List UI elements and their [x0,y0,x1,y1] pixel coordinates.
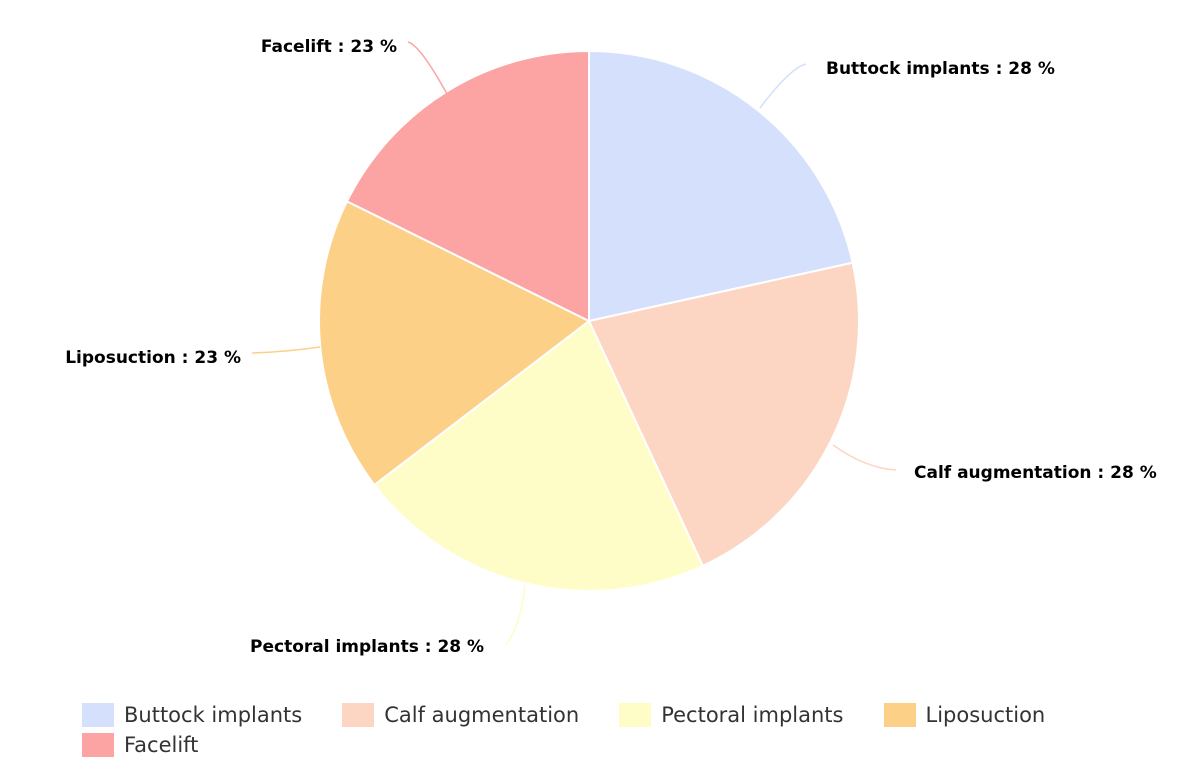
legend-label: Buttock implants [124,703,303,727]
legend-item[interactable]: Pectoral implants [619,700,844,730]
legend-swatch [342,703,375,727]
legend-item[interactable]: Liposuction [883,700,1046,730]
leader-line [504,584,526,646]
leader-line [407,41,448,95]
legend-swatch [82,703,114,727]
legend-label: Pectoral implants [661,703,844,727]
data-label: Calf augmentation : 28 % [914,463,1157,483]
data-label: Liposuction : 23 % [65,348,241,368]
pie-slice-buttock-implants[interactable] [588,49,854,323]
legend-label: Liposuction [925,703,1046,727]
leader-line [759,63,807,109]
legend-swatch [619,703,652,727]
chart-legend: Buttock implants Calf augmentation Pectora… [82,700,1182,760]
data-label: Buttock implants : 28 % [826,59,1055,79]
legend-item[interactable]: Facelift [82,730,198,760]
leader-line [251,346,321,354]
legend-swatch [82,733,114,757]
pie-slice-liposuction[interactable] [318,199,591,487]
legend-item[interactable]: Buttock implants [82,700,302,730]
legend-item[interactable]: Calf augmentation [342,700,579,730]
legend-label: Calf augmentation [384,703,580,727]
legend-swatch [883,703,916,727]
pie-slice-pectoral-implants[interactable] [373,319,705,592]
data-label: Facelift : 23 % [261,37,397,57]
legend-label: Facelift [124,733,199,757]
pie-chart: Buttock implants : 28 % Calf augmentation… [65,37,1157,657]
pie-slice-calf-augmentation[interactable] [587,261,860,568]
leader-line [832,444,897,471]
data-label: Pectoral implants : 28 % [250,637,484,657]
